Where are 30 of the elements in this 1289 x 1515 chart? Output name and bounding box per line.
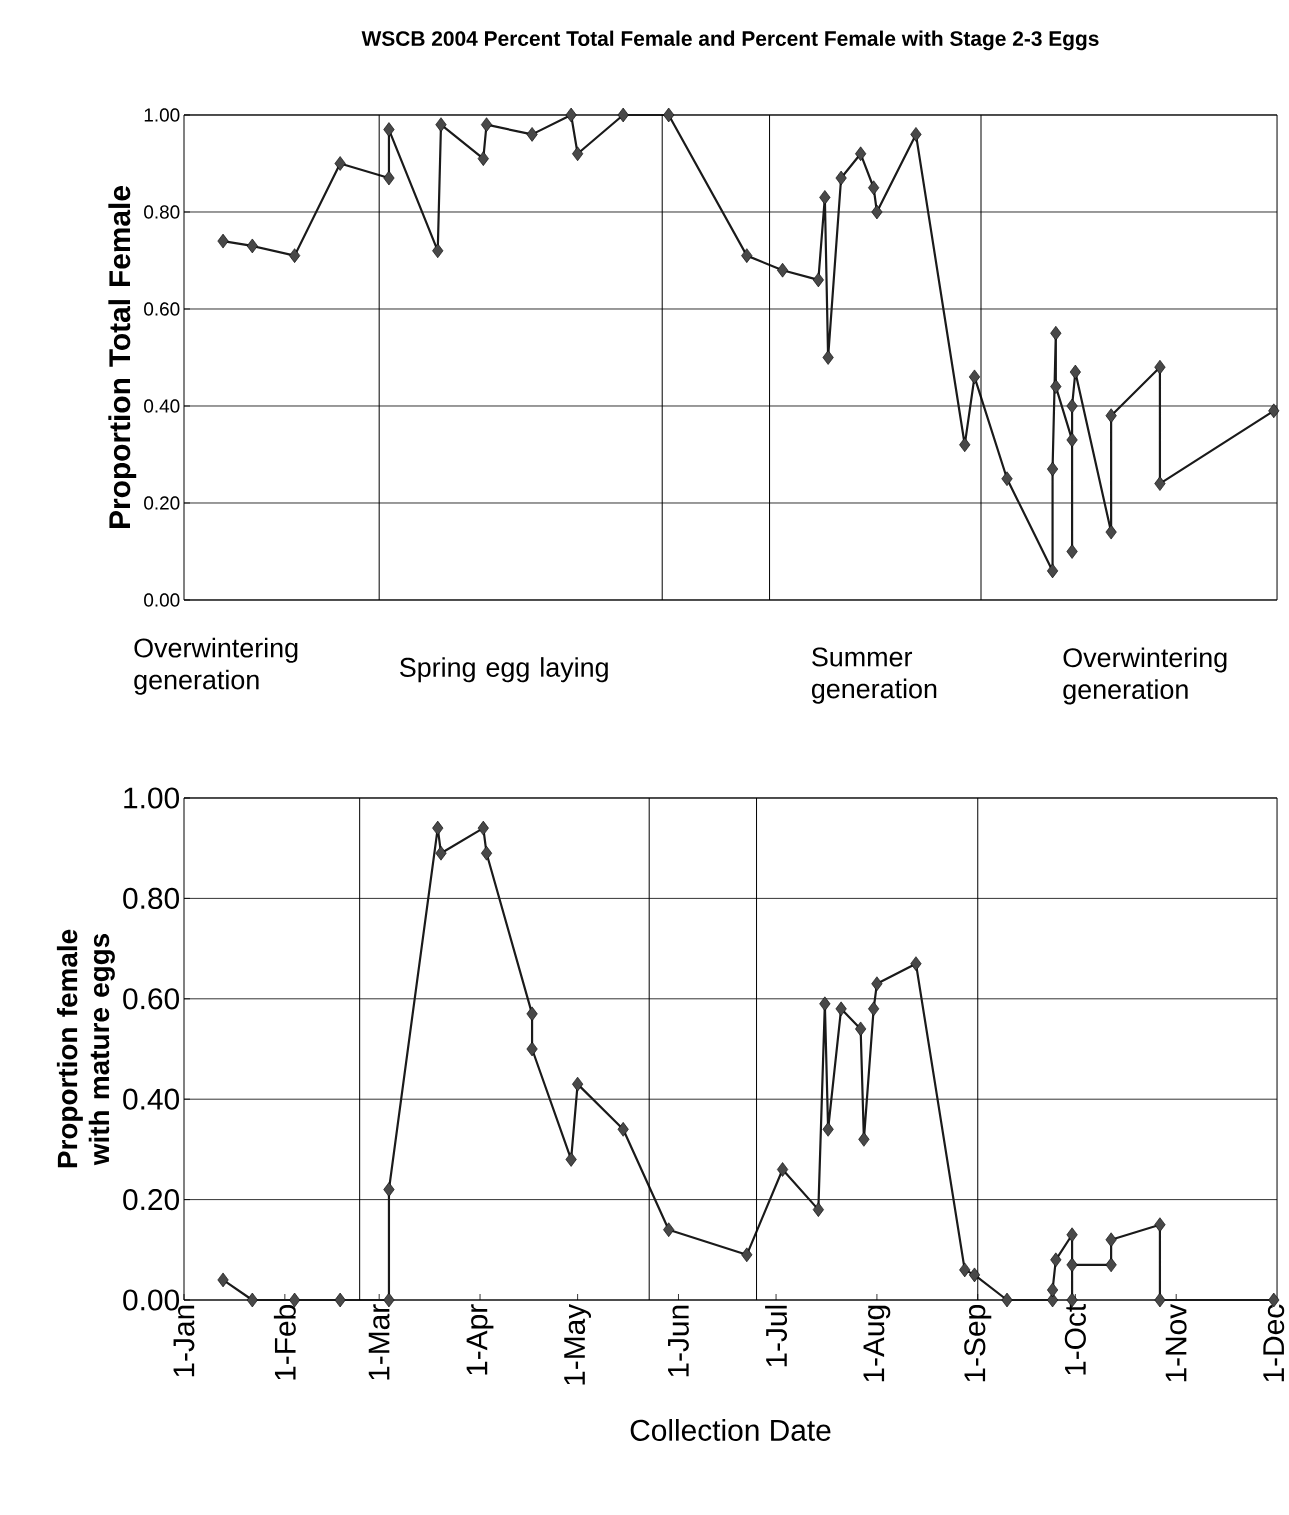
y-tick-label: 0.60 (144, 302, 180, 316)
x-tick-label: 1-Feb (273, 1305, 296, 1380)
y-tick-label: 1.00 (124, 787, 180, 809)
x-tick-label: 1-Aug (863, 1305, 891, 1382)
x-tick-label: 1-May (564, 1303, 592, 1385)
y-tick-label: 0.20 (144, 496, 180, 510)
x-tick-label: 1-Jul (765, 1305, 788, 1367)
x-axis-title: Collection Date (630, 1419, 831, 1441)
x-tick-label: 1-Oct (1064, 1304, 1086, 1375)
x-tick-label: 1-Mar (368, 1304, 390, 1380)
chart-title: WSCB 2004 Percent Total Female and Percent Female with Stage 2-3 Eggs (361, 30, 1099, 51)
y-tick-label: 0.80 (144, 205, 180, 219)
text: Spring egg laying (399, 657, 608, 683)
y-tick-label: 0.40 (144, 399, 180, 413)
y-axis-title: Proportion female with mature eggs (56, 929, 115, 1168)
y-tick-label: 0.60 (123, 988, 180, 1010)
y-tick-label: 0.20 (123, 1189, 180, 1211)
text: Overwintering generation (134, 637, 298, 695)
y-tick-label: 1.00 (144, 108, 180, 122)
x-tick-label: 1-Jun (668, 1305, 689, 1377)
y-tick-label: 0.80 (123, 887, 180, 909)
x-tick-label: 1-Apr (466, 1304, 494, 1375)
x-tick-label: 1-Sep (964, 1305, 992, 1382)
x-tick-label: 1-Dec (1263, 1304, 1285, 1382)
y-axis-title: Proportion Total Female (108, 186, 137, 528)
text: Overwintering generation (1063, 647, 1227, 705)
text: Summer generation (811, 647, 937, 704)
y-tick-label: 0.40 (123, 1088, 180, 1110)
x-tick-label: 1-Nov (1165, 1303, 1187, 1382)
y-tick-label: 0.00 (144, 593, 180, 607)
